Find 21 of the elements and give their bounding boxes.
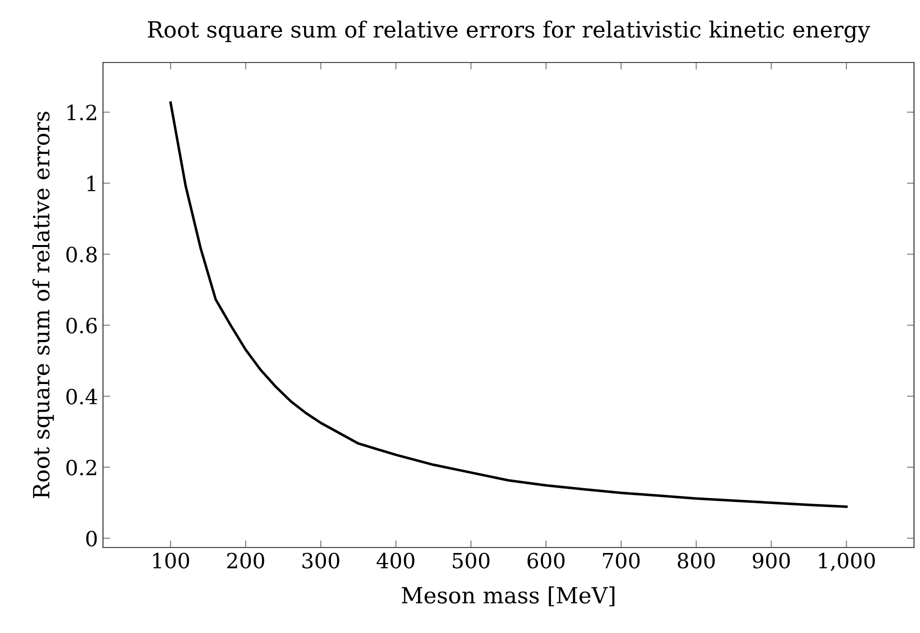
x-tick-label: 500 (452, 552, 490, 568)
y-tick-label: 0.4 (66, 388, 98, 404)
x-tick-label: 700 (603, 552, 640, 568)
x-tick-label: 1,000 (819, 552, 875, 572)
x-tick-label: 600 (528, 552, 565, 568)
x-axis-title: Meson mass [MeV] (402, 586, 614, 606)
x-tick-label: 900 (752, 552, 790, 568)
x-tick-label: 400 (376, 552, 414, 568)
x-tick-label: 200 (227, 552, 264, 568)
y-tick-label: 0 (86, 530, 97, 546)
y-tick-label: 0.8 (66, 246, 97, 262)
line-series (169, 101, 848, 508)
chart-title: Root square sum of relative errors for relativistic kinetic energy (148, 20, 870, 42)
y-tick-label: 1.2 (68, 104, 96, 120)
y-tick-label: 1 (87, 176, 96, 192)
x-tick-label: 800 (678, 552, 715, 568)
x-tick-label: 300 (302, 552, 340, 568)
y-axis-title: Root square sum of relative errors (32, 112, 54, 498)
x-tick-label: 100 (153, 552, 190, 568)
y-tick-label: 0.6 (66, 318, 97, 334)
y-tick-label: 0.2 (66, 460, 96, 476)
